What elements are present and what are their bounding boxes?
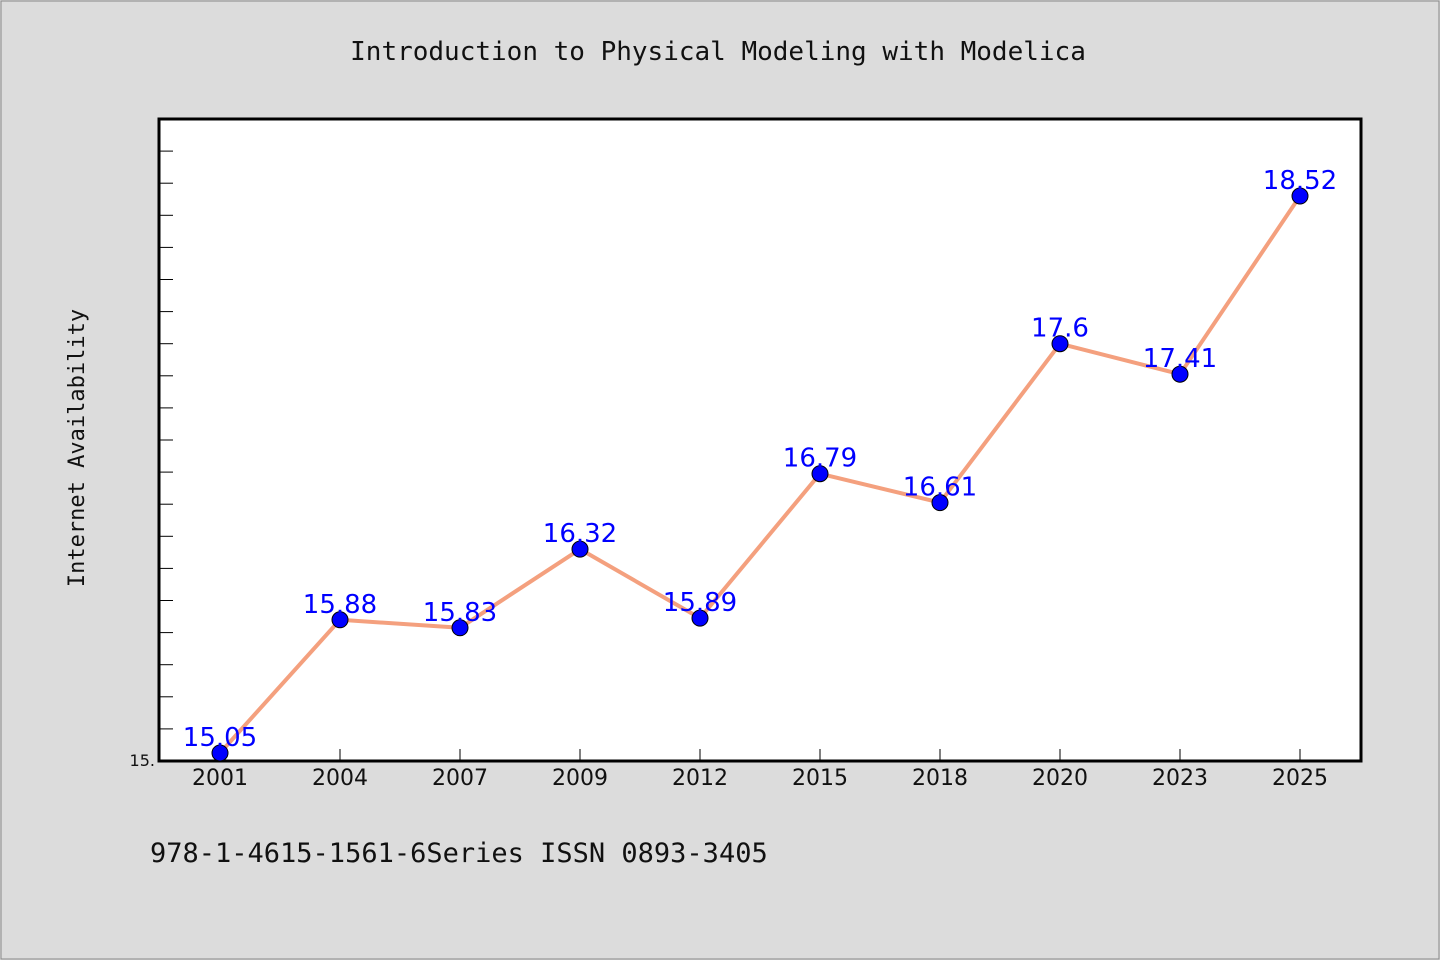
plot-area xyxy=(157,117,1363,763)
x-tick-label: 2015 xyxy=(792,766,848,791)
data-label: 16.61 xyxy=(903,473,977,503)
x-tick-label: 2004 xyxy=(312,766,368,791)
data-point xyxy=(691,609,709,627)
data-point xyxy=(811,465,829,483)
data-label: 16.79 xyxy=(783,444,857,474)
data-point xyxy=(931,494,949,512)
data-labels: 15.05 15.88 15.83 16.32 15.89 16.79 16.61 17.6 1… xyxy=(183,166,1337,753)
x-tick-label: 2012 xyxy=(672,766,728,791)
data-point xyxy=(1171,365,1189,383)
footer-text: 978-1-4615-1561-6Series ISSN 0893-3405 xyxy=(150,838,768,869)
x-tick-label: 2025 xyxy=(1272,766,1328,791)
series-lines xyxy=(218,194,1302,755)
x-axis-ticks: 2001 2004 2007 2009 2012 2015 2018 2020 2023 2025 xyxy=(192,749,1328,791)
data-label: 18.52 xyxy=(1263,166,1337,196)
data-point xyxy=(571,540,589,558)
data-point xyxy=(331,611,349,629)
x-tick-label: 2009 xyxy=(552,766,608,791)
data-label: 17.41 xyxy=(1143,344,1217,374)
data-label: 15.83 xyxy=(423,598,497,628)
data-point xyxy=(1291,187,1309,205)
x-tick-label: 2018 xyxy=(912,766,968,791)
y-tick-label: 15. xyxy=(130,751,155,770)
data-point xyxy=(451,619,469,637)
y-axis-label: Internet Availability xyxy=(65,309,90,587)
x-tick-label: 2001 xyxy=(192,766,248,791)
data-label: 15.89 xyxy=(663,588,737,618)
data-label: 16.32 xyxy=(543,519,617,549)
x-tick-label: 2007 xyxy=(432,766,488,791)
chart-title: Introduction to Physical Modeling with M… xyxy=(350,37,1086,67)
data-point xyxy=(211,744,229,762)
data-point xyxy=(1051,335,1069,353)
x-tick-label: 2020 xyxy=(1032,766,1088,791)
y-axis-ticks: 15. xyxy=(130,118,173,770)
data-label: 15.05 xyxy=(183,723,257,753)
series-points xyxy=(211,187,1309,762)
series-line xyxy=(218,194,1302,755)
data-label: 15.88 xyxy=(303,590,377,620)
x-tick-label: 2023 xyxy=(1152,766,1208,791)
data-label: 17.6 xyxy=(1031,314,1089,344)
